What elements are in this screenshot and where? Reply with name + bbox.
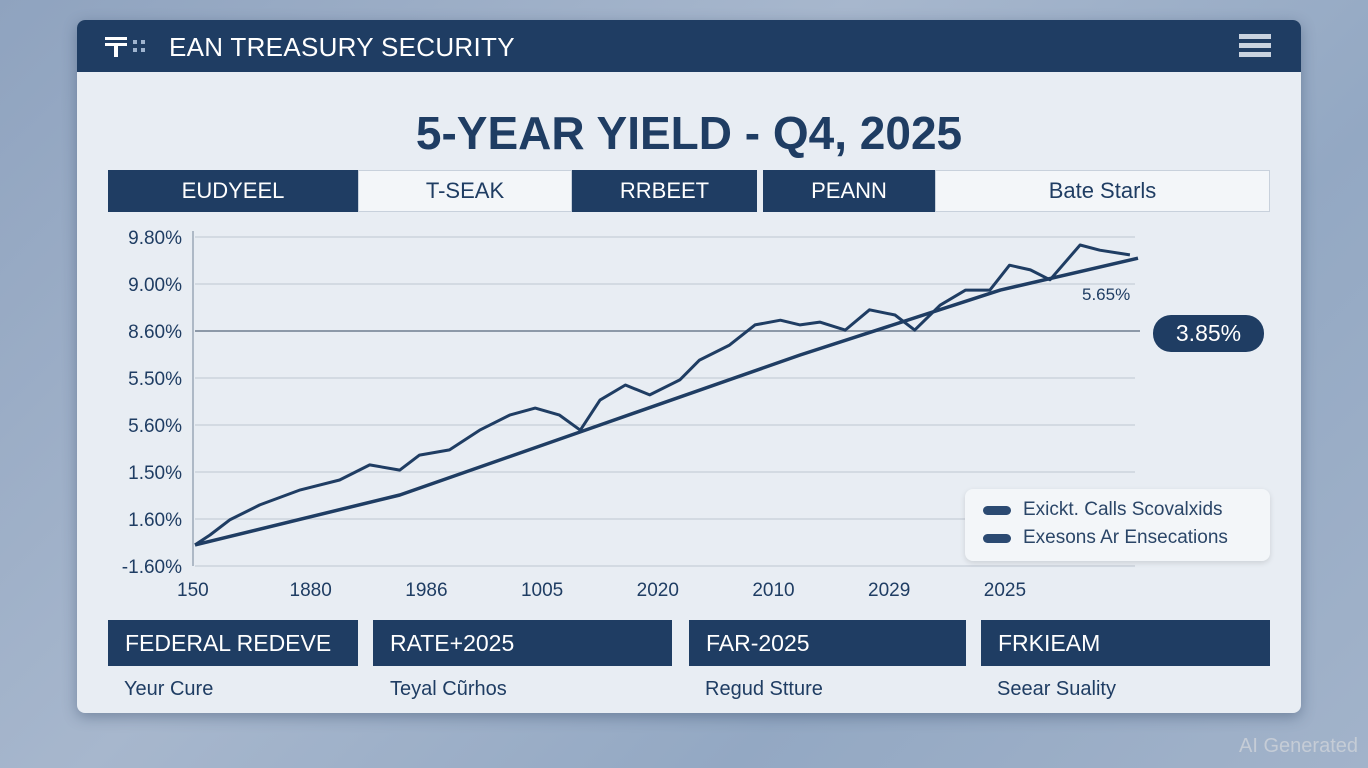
watermark: AI Generated <box>1239 735 1358 757</box>
x-tick-label: 2010 <box>752 580 794 601</box>
bottom-card-1-sub: Yeur Cure <box>124 678 214 700</box>
series-line-1 <box>194 243 1131 547</box>
x-tick-label: 2025 <box>984 580 1026 601</box>
bottom-card-3[interactable]: FAR-2025 <box>689 620 966 666</box>
legend-item: Exesons Ar Ensecations <box>983 527 1228 549</box>
y-tick-label: 1.60% <box>128 510 182 531</box>
x-tick-label: 2029 <box>868 580 910 601</box>
tab-4[interactable]: PEANN <box>763 170 935 212</box>
series-line-2 <box>194 256 1139 547</box>
x-tick-label: 1005 <box>521 580 563 601</box>
hamburger-menu-icon[interactable] <box>1239 34 1271 60</box>
annotation-label: 5.65% <box>1082 285 1130 304</box>
y-tick-label: 8.60% <box>128 322 182 343</box>
y-tick-label: 9.00% <box>128 275 182 296</box>
y-tick-label: 1.50% <box>128 463 182 484</box>
tab-3[interactable]: RRBEET <box>572 170 757 212</box>
bottom-card-4[interactable]: FRKIEAM <box>981 620 1270 666</box>
x-tick-label: 1986 <box>405 580 447 601</box>
bottom-card-3-sub: Regud Stture <box>705 678 823 700</box>
bottom-card-1[interactable]: FEDERAL REDEVE <box>108 620 358 666</box>
yield-chart: -1.60% 1.60% 1.50% 5.60% 5.50% 8.60% 9.00% 9.80… <box>122 228 1140 601</box>
legend-swatch <box>983 533 1011 543</box>
dashboard-card: EAN TREASURY SECURITY 5-YEAR YIELD - Q4,… <box>77 20 1301 713</box>
x-tick-label: 150 <box>177 580 209 601</box>
chart-legend: Exickt. Calls Scovalxids Exesons Ar Ense… <box>965 489 1270 561</box>
legend-item: Exickt. Calls Scovalxids <box>983 499 1223 521</box>
tab-5[interactable]: Bate Starls <box>935 170 1270 212</box>
legend-swatch <box>983 505 1011 515</box>
bottom-card-2-sub: Teyal Cũrhos <box>390 678 507 700</box>
treasury-logo-icon <box>105 37 145 57</box>
y-tick-label: 5.50% <box>128 369 182 390</box>
x-tick-label: 1880 <box>290 580 332 601</box>
y-tick-label: 9.80% <box>128 228 182 249</box>
bottom-card-4-sub: Seear Suality <box>997 678 1116 700</box>
tab-1[interactable]: EUDYEEL <box>108 170 358 212</box>
page-title: 5-YEAR YIELD - Q4, 2025 <box>415 107 963 159</box>
tab-2[interactable]: T-SEAK <box>358 170 572 212</box>
y-tick-label: 5.60% <box>128 416 182 437</box>
current-yield-badge: 3.85% <box>1153 315 1264 352</box>
header-bar: EAN TREASURY SECURITY <box>77 20 1301 72</box>
y-tick-label: -1.60% <box>122 557 182 578</box>
x-tick-label: 2020 <box>637 580 679 601</box>
bottom-card-2[interactable]: RATE+2025 <box>373 620 672 666</box>
brand-name: EAN TREASURY SECURITY <box>169 32 515 62</box>
